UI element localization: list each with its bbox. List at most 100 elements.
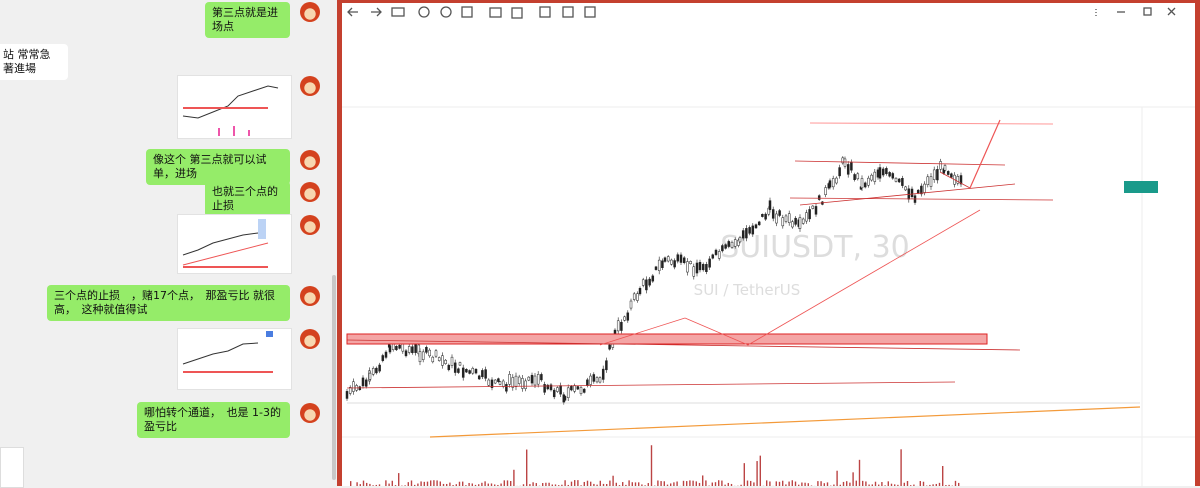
candle — [661, 261, 663, 268]
candle — [469, 370, 471, 373]
volume-bar — [459, 482, 460, 486]
volume-bar — [683, 481, 684, 486]
volume-bar — [750, 481, 751, 486]
candle — [521, 378, 523, 388]
candle — [721, 246, 723, 251]
candle — [693, 267, 695, 277]
actual-size[interactable] — [462, 7, 472, 17]
candle — [627, 313, 629, 321]
maximize[interactable] — [1144, 8, 1151, 15]
candle — [502, 381, 504, 387]
image-message[interactable] — [177, 328, 292, 390]
candle — [528, 377, 530, 380]
volume-bar — [574, 480, 575, 486]
volume-bar — [462, 482, 463, 486]
volume-bar — [635, 482, 636, 486]
zoom-out[interactable] — [441, 7, 451, 17]
candle — [696, 263, 698, 273]
avatar[interactable] — [300, 286, 320, 306]
volume-bar — [846, 481, 847, 486]
candle — [658, 260, 660, 271]
avatar[interactable] — [300, 215, 320, 235]
candle — [369, 373, 371, 379]
candle — [488, 380, 490, 385]
image-message[interactable] — [177, 214, 292, 274]
avatar[interactable] — [300, 2, 320, 22]
close[interactable] — [1168, 8, 1175, 15]
volume-bar — [408, 482, 409, 486]
candle — [742, 231, 744, 239]
drawing-line — [970, 120, 1000, 188]
candle — [586, 380, 588, 386]
candle — [531, 375, 533, 383]
volume-bar — [689, 480, 690, 486]
volume-bar — [849, 483, 850, 486]
volume-bar — [507, 480, 508, 486]
candle — [864, 183, 866, 187]
rotate[interactable] — [490, 8, 501, 17]
candle — [454, 363, 456, 373]
avatar[interactable] — [300, 329, 320, 349]
volume-bar — [411, 480, 412, 486]
drawing-line — [940, 172, 970, 188]
drawing-line — [347, 382, 955, 388]
volume-bar — [756, 461, 757, 486]
volume-bar — [676, 481, 677, 486]
candle — [791, 222, 793, 227]
volume-bar — [696, 481, 697, 486]
avatar[interactable] — [300, 76, 320, 96]
forward[interactable] — [371, 8, 381, 16]
candle — [448, 365, 450, 370]
volume-bar — [820, 481, 821, 486]
volume-bar — [673, 482, 674, 486]
candle — [441, 356, 443, 366]
candle — [518, 377, 520, 384]
volume-bar — [769, 481, 770, 486]
volume-bar — [776, 481, 777, 486]
avatar[interactable] — [300, 403, 320, 423]
candle — [462, 368, 464, 377]
candle — [818, 196, 820, 200]
volume-bar — [942, 466, 943, 486]
avatar[interactable] — [300, 182, 320, 202]
volume-bar — [856, 481, 857, 486]
volume-bar — [792, 480, 793, 486]
volume-bar — [664, 481, 665, 486]
image-message[interactable] — [177, 75, 292, 139]
copy[interactable] — [540, 7, 550, 17]
candle — [809, 209, 811, 218]
candle — [749, 227, 751, 233]
candle — [802, 219, 804, 223]
candle — [882, 169, 884, 175]
candle — [825, 188, 827, 195]
volume-bar — [433, 480, 434, 486]
candle — [734, 240, 736, 247]
candle — [699, 262, 701, 270]
candle — [782, 218, 784, 226]
crop[interactable] — [563, 7, 573, 17]
volume-bar — [801, 483, 802, 486]
edit[interactable] — [512, 8, 522, 18]
candle — [788, 214, 790, 223]
candle — [805, 213, 807, 221]
volume-bar — [865, 481, 866, 486]
candle — [674, 261, 676, 268]
volume-bar — [504, 480, 505, 486]
zoom-in[interactable] — [419, 7, 429, 17]
volume-bar — [436, 480, 437, 486]
volume-bar — [350, 481, 351, 486]
candle — [385, 352, 387, 357]
volume-bar — [795, 482, 796, 486]
candle — [382, 355, 384, 360]
scrollbar[interactable] — [332, 275, 336, 480]
back[interactable] — [348, 8, 358, 16]
grid[interactable] — [392, 8, 404, 16]
avatar[interactable] — [300, 150, 320, 170]
volume-bar — [657, 480, 658, 486]
candle — [889, 172, 891, 176]
candle — [901, 178, 903, 185]
candle — [544, 384, 546, 392]
candle — [725, 245, 727, 249]
download[interactable] — [585, 7, 595, 17]
candle — [917, 190, 919, 193]
